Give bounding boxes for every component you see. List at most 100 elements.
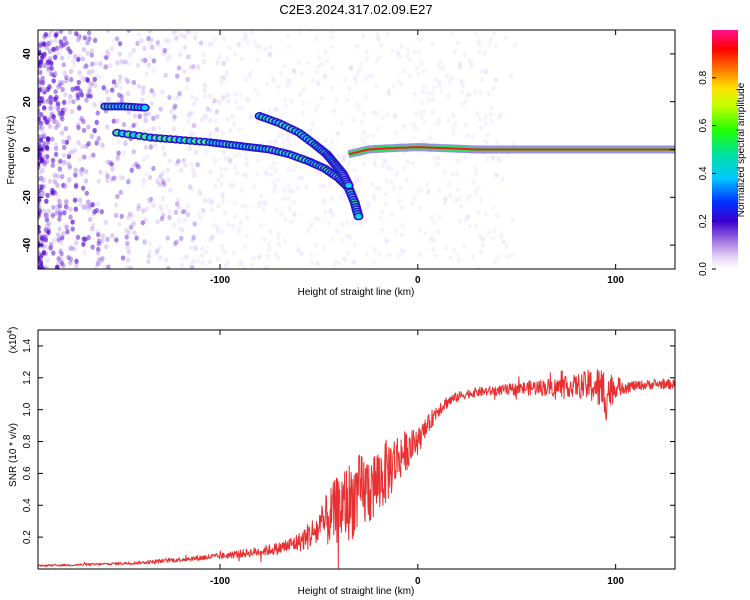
noise-point <box>177 226 183 232</box>
noise-point <box>219 75 224 81</box>
noise-point <box>126 30 131 33</box>
noise-point <box>57 211 63 217</box>
noise-point <box>59 173 65 180</box>
noise-point <box>60 86 65 93</box>
noise-point <box>332 108 337 114</box>
noise-point <box>105 173 110 179</box>
noise-point <box>457 218 462 224</box>
noise-point <box>411 121 416 127</box>
noise-point <box>107 96 113 102</box>
noise-point <box>38 69 43 76</box>
noise-point <box>51 78 56 84</box>
noise-point <box>478 125 484 131</box>
noise-point <box>246 97 252 103</box>
noise-point <box>182 44 188 51</box>
noise-point <box>500 176 505 182</box>
noise-point <box>151 58 157 64</box>
noise-point <box>239 105 244 111</box>
noise-point <box>377 186 382 192</box>
noise-point <box>167 214 172 220</box>
noise-point <box>488 111 493 118</box>
noise-point <box>361 111 366 118</box>
noise-point <box>160 195 166 201</box>
noise-point <box>162 47 167 54</box>
trace-point-inner <box>355 213 362 219</box>
noise-point <box>414 189 419 195</box>
noise-point <box>151 91 157 97</box>
noise-point <box>372 159 377 165</box>
noise-point <box>105 49 110 55</box>
noise-point <box>48 94 53 101</box>
noise-point <box>233 91 238 97</box>
noise-point <box>477 49 482 55</box>
noise-point <box>119 213 124 219</box>
noise-point <box>310 78 315 84</box>
noise-point <box>40 79 46 86</box>
noise-point <box>228 158 233 164</box>
noise-point <box>476 209 481 216</box>
noise-point <box>380 115 385 121</box>
noise-point <box>66 54 71 60</box>
top-y-tick-label: -40 <box>22 237 33 252</box>
noise-point <box>402 68 407 74</box>
noise-point <box>443 197 448 203</box>
noise-point <box>201 208 206 214</box>
noise-point <box>58 240 64 246</box>
noise-point <box>360 119 365 126</box>
noise-point <box>290 188 296 194</box>
noise-point <box>462 51 467 58</box>
noise-point <box>79 92 85 98</box>
noise-point <box>233 153 238 159</box>
noise-point <box>441 65 446 71</box>
noise-point <box>301 99 306 106</box>
noise-point <box>491 235 496 241</box>
noise-point <box>313 215 319 221</box>
noise-point <box>136 206 141 212</box>
noise-point <box>80 56 86 62</box>
noise-point <box>61 99 67 105</box>
noise-point <box>190 258 196 265</box>
noise-point <box>460 83 466 89</box>
noise-point <box>38 77 42 83</box>
noise-point <box>227 127 233 133</box>
noise-point <box>73 53 78 60</box>
noise-point <box>50 162 55 168</box>
noise-point <box>222 249 227 255</box>
snr-background <box>38 330 675 569</box>
noise-point <box>320 62 325 68</box>
noise-point <box>38 164 41 171</box>
noise-point <box>315 170 320 176</box>
noise-point <box>315 260 320 266</box>
noise-point <box>270 76 275 82</box>
noise-point <box>53 145 59 151</box>
noise-point <box>219 181 224 187</box>
noise-point <box>221 60 226 67</box>
noise-point <box>67 177 72 183</box>
noise-point <box>444 244 449 251</box>
noise-point <box>141 208 146 214</box>
noise-point <box>185 203 190 209</box>
noise-point <box>426 97 431 103</box>
noise-point <box>205 106 210 112</box>
noise-point <box>95 73 100 79</box>
noise-point <box>105 30 111 33</box>
noise-point <box>291 67 296 73</box>
noise-point <box>86 141 91 147</box>
noise-point <box>171 126 176 132</box>
noise-point <box>51 204 56 211</box>
noise-point <box>342 77 348 83</box>
noise-point <box>56 232 61 238</box>
noise-point <box>175 30 180 34</box>
noise-point <box>345 220 350 226</box>
noise-point <box>309 222 314 228</box>
noise-point <box>149 37 154 43</box>
noise-point <box>437 116 442 123</box>
noise-point <box>160 170 165 176</box>
noise-point <box>140 97 145 103</box>
noise-point <box>295 185 300 191</box>
noise-point <box>429 215 434 221</box>
noise-point <box>90 226 95 232</box>
noise-point <box>336 153 342 159</box>
noise-point <box>478 90 483 96</box>
noise-point <box>47 48 53 55</box>
